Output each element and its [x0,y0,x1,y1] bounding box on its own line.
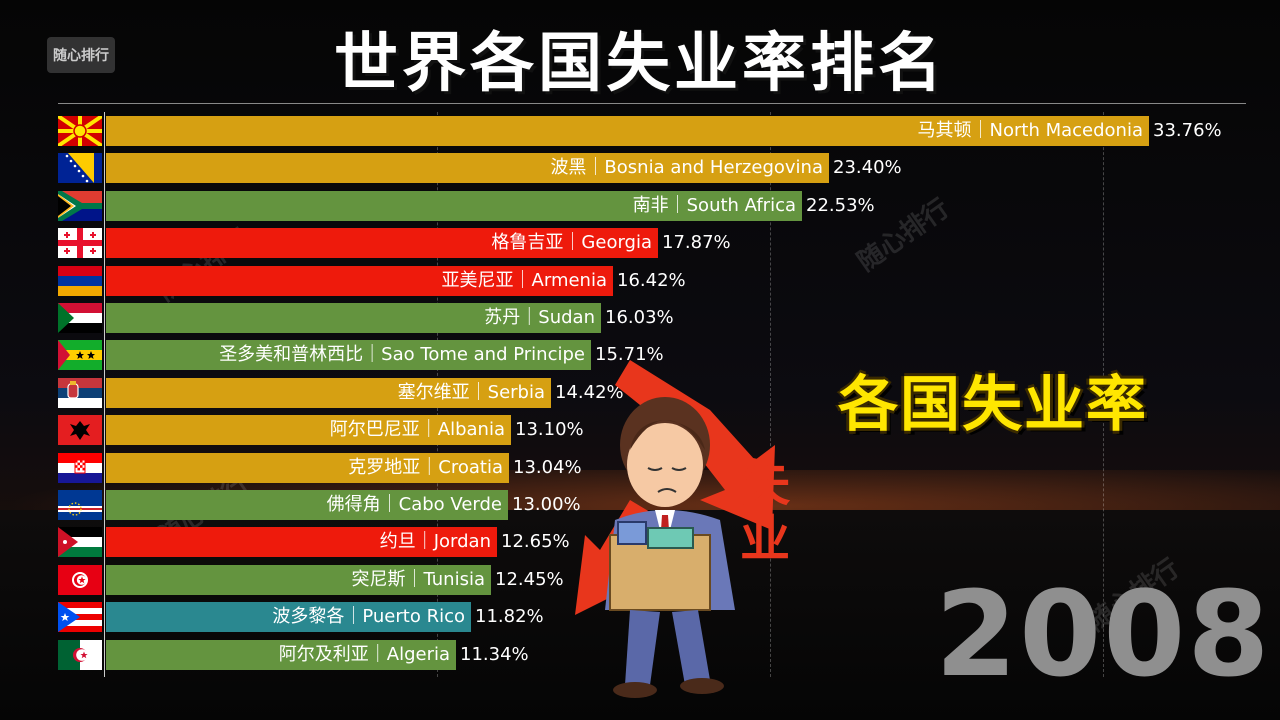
bar-value-label: 13.10% [515,419,584,441]
bar-value-label: 16.03% [605,307,674,328]
illustration-label: 失业 [740,454,790,568]
bar-value-label: 16.42% [617,269,686,291]
south-africa-flag-icon [58,190,102,221]
sudan-flag-icon [58,303,102,333]
bar [106,602,471,633]
bar [106,303,601,333]
bar [106,228,658,259]
bar-value-label: 11.82% [475,606,544,628]
tunisia-flag-icon [58,564,102,595]
bar-category-label: 阿尔巴尼亚｜Albania [329,419,505,441]
title-divider [58,103,1246,104]
bar-category-label: 约旦｜Jordan [379,531,491,553]
bar-category-label: 阿尔及利亚｜Algeria [278,643,450,665]
bar-row: 波多黎各｜Puerto Rico 11.82% [58,601,1258,633]
serbia-flag-icon [58,377,102,408]
bar-value-label: 13.00% [512,494,581,515]
bar-value-label: 33.76% [1153,120,1222,141]
bar-value-label: 13.04% [513,456,582,478]
bar-category-label: 塞尔维亚｜Serbia [397,381,545,403]
unemployed-worker-illustration [575,360,775,698]
bar-value-label: 22.53% [806,194,875,216]
bar-category-label: 圣多美和普林西比｜Sao Tome and Principe [219,344,585,366]
bar-row: 格鲁吉亚｜Georgia 17.87% [58,227,1258,259]
bar-row: 波黑｜Bosnia and Herzegovina 23.40% [58,152,1258,184]
puerto-rico-flag-icon [58,602,102,633]
bar-category-label: 苏丹｜Sudan [484,307,595,328]
bar-value-label: 15.71% [595,344,664,366]
year-label: 2008 [935,565,1272,703]
bar-row: 阿尔巴尼亚｜Albania 13.10% [58,414,1258,446]
bar-category-label: 突尼斯｜Tunisia [351,568,486,590]
page-title: 世界各国失业率排名 [334,27,946,101]
bar [106,415,511,446]
bar-category-label: 佛得角｜Cabo Verde [326,494,502,515]
bar-row: 亚美尼亚｜Armenia 16.42% [58,265,1258,297]
bar-category-label: 亚美尼亚｜Armenia [441,269,607,291]
bar-row: 阿尔及利亚｜Algeria 11.34% [58,639,1258,671]
bar [106,527,497,558]
bar-category-label: 波多黎各｜Puerto Rico [272,606,465,628]
bar-category-label: 格鲁吉亚｜Georgia [491,232,652,254]
bar-category-label: 克罗地亚｜Croatia [348,456,503,478]
armenia-flag-icon [58,265,102,296]
bar-row: 克罗地亚｜Croatia 13.04% [58,452,1258,484]
bar [106,452,509,483]
bar [106,564,491,595]
bar [106,639,456,670]
bar-value-label: 12.45% [495,568,564,590]
bar-row: 约旦｜Jordan 12.65% [58,526,1258,558]
algeria-flag-icon [58,639,102,670]
watermark-logo: 随心排行 [47,37,115,73]
bar-value-label: 23.40% [833,157,902,179]
bar-category-label: 马其顿｜North Macedonia [917,120,1143,141]
bosnia-flag-icon [58,153,102,184]
bar-value-label: 11.34% [460,643,529,665]
grid-line [1103,112,1104,677]
cabo-verde-flag-icon [58,490,102,520]
north-macedonia-flag-icon [58,116,102,146]
bar [106,377,551,408]
bar-value-label: 12.65% [501,531,570,553]
bar-row: 马其顿｜North Macedonia 33.76% [58,115,1258,147]
bar [106,153,829,184]
bar-value-label: 14.42% [555,381,624,403]
bar-row: 塞尔维亚｜Serbia 14.42% [58,377,1258,409]
y-axis-line [104,112,105,677]
bar-row: 佛得角｜Cabo Verde 13.00% [58,489,1258,521]
croatia-flag-icon [58,452,102,483]
bar [106,116,1149,146]
georgia-flag-icon [58,228,102,259]
bar-row: 南非｜South Africa 22.53% [58,190,1258,222]
bar-value-label: 17.87% [662,232,731,254]
albania-flag-icon [58,415,102,446]
bar [106,490,508,520]
bar-row: 苏丹｜Sudan 16.03% [58,302,1258,334]
subtitle: 各国失业率 [838,370,1148,440]
sao-tome-flag-icon [58,340,102,371]
bar-category-label: 南非｜South Africa [632,194,796,216]
bar [106,190,802,221]
jordan-flag-icon [58,527,102,558]
bar [106,265,613,296]
bar [106,340,591,371]
bar-row: 圣多美和普林西比｜Sao Tome and Principe 15.71% [58,339,1258,371]
bar-category-label: 波黑｜Bosnia and Herzegovina [550,157,823,179]
grid-line [770,112,771,677]
bar-row: 突尼斯｜Tunisia 12.45% [58,564,1258,596]
